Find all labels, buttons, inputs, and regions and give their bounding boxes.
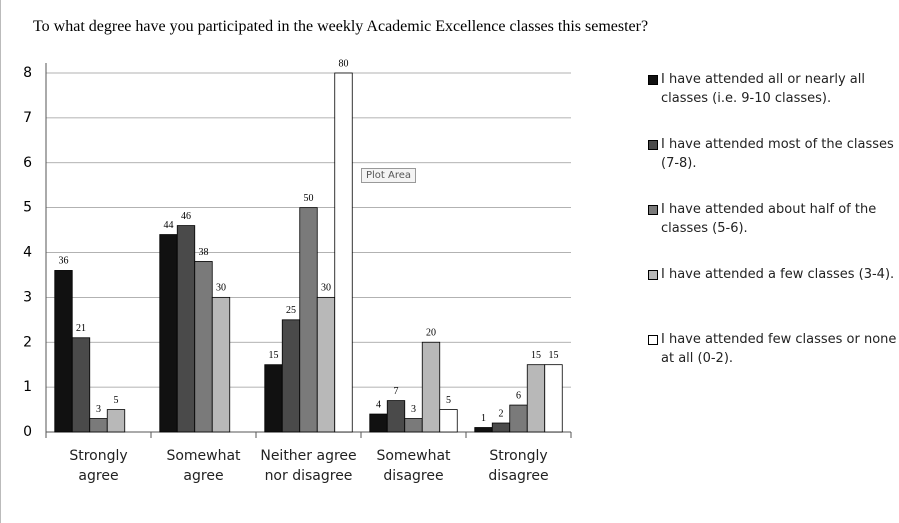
y-tick-label: 1	[23, 379, 32, 395]
x-tick-label: Strongly agree	[69, 448, 128, 484]
y-tick-label: 8	[23, 65, 32, 81]
legend-swatch	[648, 335, 658, 345]
x-tick-label: Somewhat agree	[166, 448, 241, 484]
bar	[159, 234, 178, 433]
bar	[404, 418, 423, 433]
data-label: 46	[181, 211, 191, 222]
legend-item: I have attended all or nearly all classe…	[648, 70, 899, 108]
bar	[211, 296, 231, 433]
bar	[176, 225, 196, 433]
bar	[544, 364, 563, 433]
legend-swatch	[648, 205, 658, 215]
data-label: 1	[481, 413, 486, 424]
y-tick-label: 4	[23, 245, 32, 261]
data-label: 38	[199, 247, 209, 258]
data-label: 21	[76, 323, 86, 334]
y-tick-label: 6	[23, 155, 32, 171]
bar	[299, 207, 318, 433]
data-label: 4	[376, 399, 381, 410]
chart-title: To what degree have you participated in …	[33, 18, 649, 35]
data-label: 15	[549, 350, 559, 361]
bar	[509, 404, 528, 433]
bar	[71, 337, 91, 433]
y-tick-label: 5	[23, 200, 32, 216]
data-label: 36	[59, 256, 69, 267]
data-label: 3	[411, 404, 416, 415]
data-label: 30	[216, 283, 226, 294]
bar	[369, 413, 388, 433]
data-label: 80	[339, 58, 349, 69]
legend-swatch	[648, 270, 658, 280]
y-tick-label: 3	[23, 289, 32, 305]
bar	[526, 364, 546, 433]
data-label: 50	[304, 193, 314, 204]
bar	[264, 364, 283, 433]
bar	[474, 427, 493, 433]
bar	[386, 400, 406, 433]
legend-swatch	[648, 75, 658, 85]
legend-item: I have attended a few classes (3-4).	[648, 265, 899, 284]
y-tick-label: 2	[23, 334, 32, 350]
legend-item: I have attended about half of the classe…	[648, 200, 899, 238]
x-tick-label: Somewhat disagree	[376, 448, 451, 484]
bar	[334, 72, 353, 433]
data-label: 15	[269, 350, 279, 361]
annotation: Plot Area	[361, 168, 417, 183]
data-label: 30	[321, 283, 331, 294]
bar	[106, 409, 126, 433]
data-label: 20	[426, 328, 436, 339]
y-tick-label: 7	[23, 110, 32, 126]
data-label: 6	[516, 390, 521, 401]
bar	[491, 422, 511, 433]
bar	[281, 319, 301, 433]
legend-item: I have attended few classes or none at a…	[648, 330, 899, 368]
bar	[439, 409, 458, 433]
legend-swatch	[648, 140, 658, 150]
data-label: 3	[96, 404, 101, 415]
data-label: 5	[446, 395, 451, 406]
legend-item: I have attended most of the classes (7-8…	[648, 135, 899, 173]
data-label: 25	[286, 305, 296, 316]
data-label: 7	[394, 386, 399, 397]
data-label: 44	[164, 220, 174, 231]
y-tick-label: 0	[23, 424, 32, 440]
data-label: 5	[114, 395, 119, 406]
data-label: 2	[499, 408, 504, 419]
data-label: 15	[531, 350, 541, 361]
bar	[54, 270, 73, 433]
bar	[194, 261, 213, 433]
bar	[421, 341, 441, 433]
x-tick-label: Strongly disagree	[488, 448, 549, 484]
bar	[316, 296, 336, 433]
x-tick-label: Neither agree nor disagree	[260, 448, 357, 484]
bar	[89, 418, 108, 433]
